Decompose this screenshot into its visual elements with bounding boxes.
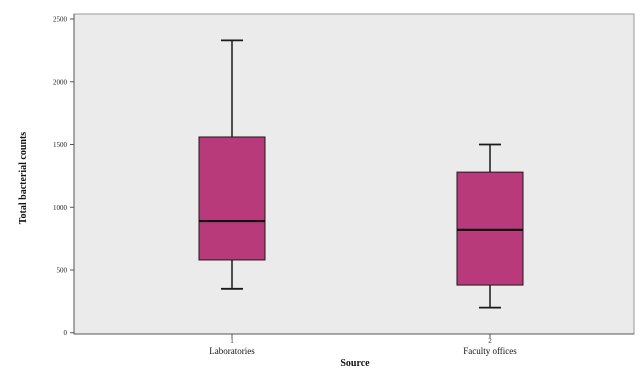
boxes-group xyxy=(198,39,524,309)
x-tick-number: 1 xyxy=(230,337,234,345)
x-category-label: Faculty offices xyxy=(463,346,517,356)
iqr-box xyxy=(198,136,266,261)
iqr-box xyxy=(456,171,524,286)
y-axis-ticks: 0 500 1000 1500 2000 2500 xyxy=(53,16,74,337)
y-tick-label: 2500 xyxy=(53,16,68,24)
x-category-label: Laboratories xyxy=(209,346,255,356)
y-tick-label: 500 xyxy=(57,267,68,275)
plot-area xyxy=(73,13,635,335)
x-tick-number: 2 xyxy=(488,337,492,345)
y-tick-label: 1500 xyxy=(53,141,68,149)
x-axis-title: Source xyxy=(340,358,370,368)
y-tick-label: 1000 xyxy=(53,204,68,212)
y-axis-title: Total bacterial counts xyxy=(18,132,29,225)
y-tick-label: 2000 xyxy=(53,78,68,86)
y-tick-label: 0 xyxy=(64,329,68,337)
